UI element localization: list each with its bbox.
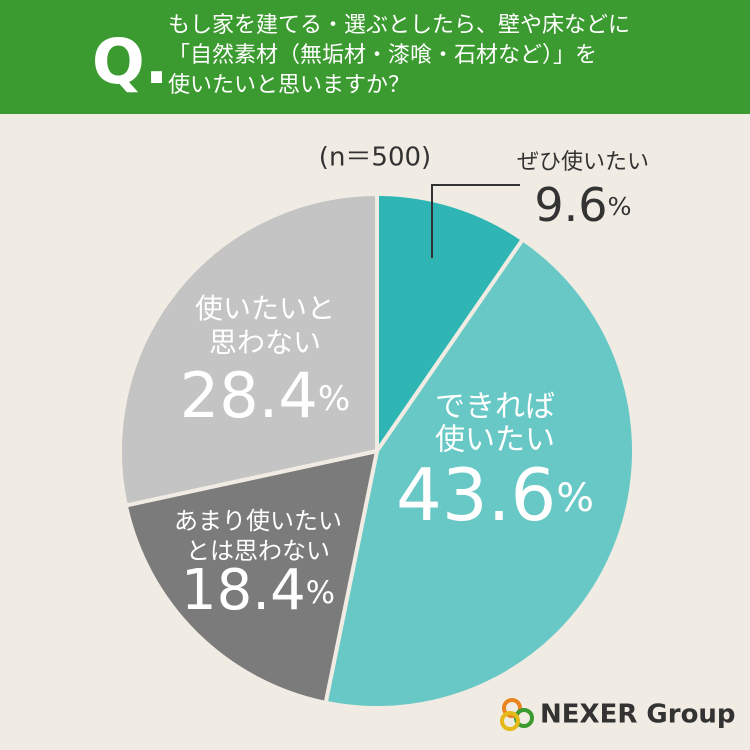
value-label: 18.4%	[181, 558, 335, 623]
value-number: 43.6	[396, 453, 556, 537]
header	[0, 0, 750, 114]
pie-slice	[323, 236, 636, 710]
title-line: もし家を建てる・選ぶとしたら、壁や床などに	[168, 13, 630, 38]
slice-label: ぜひ使いたい	[517, 150, 649, 175]
pie-slice	[118, 191, 379, 508]
value-label: 9.6%	[534, 178, 631, 232]
title-line: 「自然素材（無垢材・漆喰・石材など）」を	[168, 43, 597, 68]
value-label: 43.6%	[396, 453, 594, 537]
value-unit: %	[556, 475, 594, 521]
slice-label: できれば	[435, 390, 555, 425]
value-unit: %	[306, 575, 335, 611]
value-number: 18.4	[181, 558, 306, 623]
slice-label: 思わない	[209, 326, 321, 359]
pie-slice	[375, 191, 526, 458]
slice-label: とは思わない	[186, 537, 330, 565]
logo-text: NEXER Group	[540, 700, 736, 730]
leader-line	[431, 184, 520, 258]
value-unit: %	[608, 192, 632, 221]
sample-note: (n＝500)	[319, 143, 431, 173]
slice-label: あまり使いたい	[174, 507, 342, 535]
logo-ring	[500, 711, 520, 731]
logo-ring	[502, 698, 522, 718]
slice-label: 使いたいと	[195, 292, 335, 325]
question-marker: Q.	[92, 25, 168, 98]
value-number: 28.4	[180, 359, 318, 432]
value-number: 9.6	[534, 178, 607, 232]
value-unit: %	[318, 379, 350, 419]
value-label: 28.4%	[180, 359, 350, 432]
title-line: 使いたいと思いますか？	[168, 73, 410, 98]
slice-label: 使いたい	[435, 423, 555, 458]
logo-icon	[500, 698, 534, 731]
pie-slice	[123, 448, 380, 706]
